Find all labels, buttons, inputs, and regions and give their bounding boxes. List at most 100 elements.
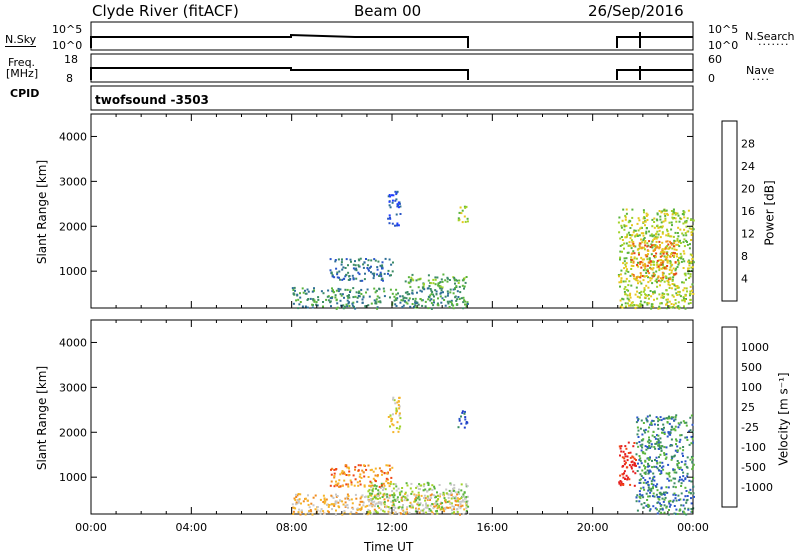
range-cell — [691, 289, 693, 292]
range-cell — [465, 205, 468, 208]
range-cell — [360, 476, 363, 479]
range-cell — [621, 239, 624, 241]
range-cell — [626, 297, 629, 300]
range-cell — [665, 289, 668, 292]
range-cell — [689, 298, 692, 301]
velocity-colorbar-label: Velocity [m s⁻¹] — [776, 372, 791, 466]
range-cell — [687, 267, 690, 270]
range-cell — [421, 286, 424, 289]
range-cell — [405, 497, 408, 500]
range-cell — [662, 260, 665, 263]
range-cell — [452, 292, 455, 295]
range-cell — [627, 244, 630, 247]
range-cell — [369, 480, 372, 483]
range-cell — [414, 500, 416, 503]
range-cell — [663, 446, 666, 449]
range-cell — [666, 421, 669, 423]
range-cell — [621, 303, 623, 306]
range-cell — [635, 257, 638, 260]
y-tick-label: 3000 — [59, 381, 87, 394]
range-cell — [631, 252, 634, 255]
range-cell — [355, 291, 358, 294]
range-cell — [330, 494, 333, 497]
range-cell — [452, 487, 454, 490]
range-cell — [663, 452, 666, 455]
range-cell — [663, 208, 666, 211]
nsearch-legend-dots: ······· — [758, 38, 790, 51]
range-cell — [689, 292, 692, 295]
range-cell — [644, 293, 647, 296]
range-cell — [445, 488, 448, 491]
range-cell — [638, 479, 641, 482]
range-cell — [671, 444, 674, 447]
range-cell — [339, 299, 342, 302]
range-cell — [461, 500, 464, 503]
range-cell — [359, 480, 361, 483]
range-cell — [365, 291, 367, 294]
range-cell — [657, 444, 660, 447]
range-cell — [398, 512, 400, 515]
range-cell — [623, 257, 626, 260]
range-cell — [467, 505, 470, 508]
range-cell — [343, 305, 346, 308]
range-cell — [460, 505, 463, 508]
range-cell — [650, 489, 653, 492]
range-cell — [660, 296, 663, 299]
range-cell — [661, 431, 663, 434]
range-cell — [352, 474, 355, 477]
range-cell — [433, 485, 436, 488]
range-cell — [639, 473, 642, 476]
range-cell — [456, 279, 459, 282]
range-cell — [451, 489, 454, 492]
range-cell — [454, 296, 457, 299]
range-cell — [335, 509, 337, 512]
range-cell — [381, 473, 383, 476]
range-cell — [628, 464, 631, 467]
range-cell — [335, 289, 338, 292]
range-cell — [685, 490, 688, 492]
range-cell — [395, 409, 398, 412]
range-cell — [463, 412, 466, 415]
range-cell — [663, 266, 666, 269]
range-cell — [640, 256, 643, 259]
range-cell — [300, 502, 302, 505]
range-cell — [316, 506, 319, 508]
range-cell — [354, 468, 356, 471]
range-cell — [399, 492, 402, 495]
range-cell — [686, 230, 689, 233]
range-cell — [347, 264, 349, 267]
range-cell — [393, 494, 396, 497]
range-cell — [645, 275, 648, 277]
range-cell — [632, 265, 635, 267]
range-cell — [665, 453, 668, 456]
range-cell — [649, 508, 652, 511]
range-cell — [416, 485, 419, 488]
range-cell — [456, 500, 459, 503]
range-cell — [389, 425, 391, 428]
range-cell — [634, 245, 637, 248]
range-cell — [358, 259, 361, 262]
range-cell — [446, 277, 449, 280]
range-cell — [442, 273, 445, 276]
range-cell — [662, 276, 665, 279]
range-cell — [689, 273, 692, 276]
range-cell — [368, 504, 371, 507]
range-cell — [653, 436, 656, 438]
range-cell — [374, 291, 377, 294]
range-cell — [647, 465, 650, 468]
range-cell — [668, 475, 671, 478]
range-cell — [685, 278, 687, 281]
range-cell — [626, 455, 629, 458]
range-cell — [682, 504, 685, 507]
range-cell — [639, 227, 642, 230]
range-cell — [420, 290, 423, 293]
range-cell — [661, 292, 664, 295]
range-cell — [646, 499, 649, 501]
range-cell — [430, 307, 433, 310]
range-cell — [345, 497, 348, 500]
range-cell — [399, 213, 402, 215]
range-cell — [451, 509, 454, 512]
range-cell — [648, 509, 651, 512]
range-cell — [458, 211, 461, 214]
range-cell — [677, 235, 680, 238]
